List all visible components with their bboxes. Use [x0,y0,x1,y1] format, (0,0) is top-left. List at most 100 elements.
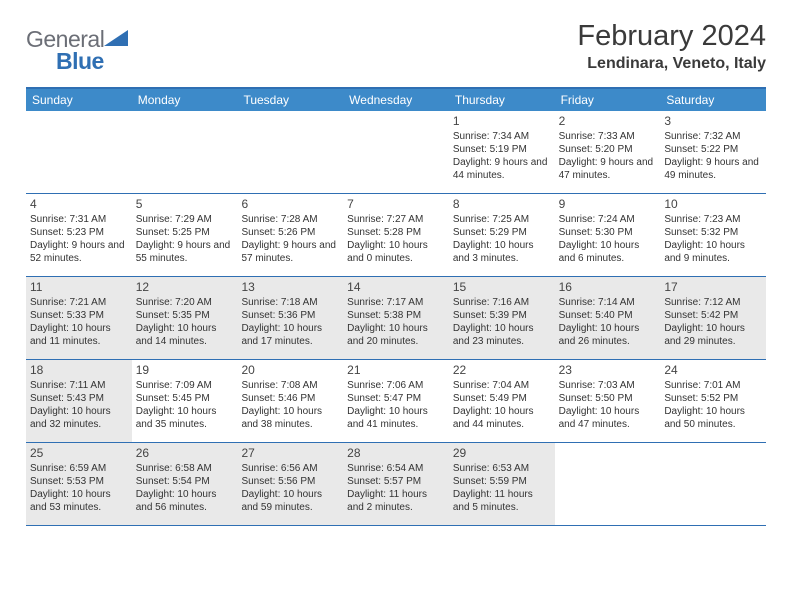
cell-text: Sunrise: 7:17 AMSunset: 5:38 PMDaylight:… [347,296,445,348]
cell-text: Sunrise: 7:24 AMSunset: 5:30 PMDaylight:… [559,213,657,265]
calendar-cell: 20Sunrise: 7:08 AMSunset: 5:46 PMDayligh… [237,360,343,442]
day-number: 9 [559,197,657,211]
day-number: 28 [347,446,445,460]
calendar-cell: 9 Sunrise: 7:24 AMSunset: 5:30 PMDaylight… [555,194,661,276]
logo-line2: Blue [26,48,104,75]
calendar-cell [132,111,238,193]
day-number: 6 [241,197,339,211]
cell-text: Sunrise: 7:33 AMSunset: 5:20 PMDaylight:… [559,130,657,182]
calendar-cell: 5 Sunrise: 7:29 AMSunset: 5:25 PMDaylight… [132,194,238,276]
cell-text: Sunrise: 6:56 AMSunset: 5:56 PMDaylight:… [241,462,339,514]
day-header-row: SundayMondayTuesdayWednesdayThursdayFrid… [26,89,766,111]
cell-text: Sunrise: 7:25 AMSunset: 5:29 PMDaylight:… [453,213,551,265]
calendar-cell: 27Sunrise: 6:56 AMSunset: 5:56 PMDayligh… [237,443,343,525]
day-number: 29 [453,446,551,460]
calendar-cell: 23Sunrise: 7:03 AMSunset: 5:50 PMDayligh… [555,360,661,442]
day-number: 2 [559,114,657,128]
day-number: 8 [453,197,551,211]
day-number: 13 [241,280,339,294]
cell-text: Sunrise: 7:09 AMSunset: 5:45 PMDaylight:… [136,379,234,431]
calendar-cell: 2 Sunrise: 7:33 AMSunset: 5:20 PMDaylight… [555,111,661,193]
day-number: 15 [453,280,551,294]
day-number: 16 [559,280,657,294]
day-number: 14 [347,280,445,294]
day-header: Thursday [449,89,555,111]
day-number: 24 [664,363,762,377]
calendar-cell [343,111,449,193]
calendar-cell: 10Sunrise: 7:23 AMSunset: 5:32 PMDayligh… [660,194,766,276]
day-number: 25 [30,446,128,460]
cell-text: Sunrise: 7:23 AMSunset: 5:32 PMDaylight:… [664,213,762,265]
calendar-cell: 3 Sunrise: 7:32 AMSunset: 5:22 PMDaylight… [660,111,766,193]
calendar-cell: 25 Sunrise: 6:59 AMSunset: 5:53 PMDayligh… [26,443,132,525]
day-header: Wednesday [343,89,449,111]
week-row: 11Sunrise: 7:21 AMSunset: 5:33 PMDayligh… [26,277,766,360]
calendar-cell [660,443,766,525]
calendar: SundayMondayTuesdayWednesdayThursdayFrid… [26,87,766,526]
calendar-cell: 13 Sunrise: 7:18 AMSunset: 5:36 PMDayligh… [237,277,343,359]
day-number: 3 [664,114,762,128]
calendar-cell: 11Sunrise: 7:21 AMSunset: 5:33 PMDayligh… [26,277,132,359]
calendar-cell: 26 Sunrise: 6:58 AMSunset: 5:54 PMDayligh… [132,443,238,525]
weeks-container: 1 Sunrise: 7:34 AMSunset: 5:19 PMDaylight… [26,111,766,526]
day-number: 23 [559,363,657,377]
calendar-cell: 1 Sunrise: 7:34 AMSunset: 5:19 PMDaylight… [449,111,555,193]
logo-triangle-icon [104,28,128,51]
calendar-cell: 8 Sunrise: 7:25 AMSunset: 5:29 PMDaylight… [449,194,555,276]
calendar-cell: 17 Sunrise: 7:12 AMSunset: 5:42 PMDayligh… [660,277,766,359]
calendar-cell: 16 Sunrise: 7:14 AMSunset: 5:40 PMDayligh… [555,277,661,359]
cell-text: Sunrise: 6:54 AMSunset: 5:57 PMDaylight:… [347,462,445,514]
day-number: 19 [136,363,234,377]
calendar-cell: 28 Sunrise: 6:54 AMSunset: 5:57 PMDayligh… [343,443,449,525]
day-number: 12 [136,280,234,294]
calendar-cell [237,111,343,193]
day-number: 17 [664,280,762,294]
logo-text-blue: Blue [56,48,104,74]
day-header: Sunday [26,89,132,111]
week-row: 18Sunrise: 7:11 AMSunset: 5:43 PMDayligh… [26,360,766,443]
day-number: 1 [453,114,551,128]
calendar-cell: 21 Sunrise: 7:06 AMSunset: 5:47 PMDayligh… [343,360,449,442]
day-number: 7 [347,197,445,211]
cell-text: Sunrise: 7:34 AMSunset: 5:19 PMDaylight:… [453,130,551,182]
calendar-cell [26,111,132,193]
cell-text: Sunrise: 7:29 AMSunset: 5:25 PMDaylight:… [136,213,234,265]
calendar-cell: 29Sunrise: 6:53 AMSunset: 5:59 PMDayligh… [449,443,555,525]
cell-text: Sunrise: 7:01 AMSunset: 5:52 PMDaylight:… [664,379,762,431]
cell-text: Sunrise: 7:06 AMSunset: 5:47 PMDaylight:… [347,379,445,431]
cell-text: Sunrise: 7:18 AMSunset: 5:36 PMDaylight:… [241,296,339,348]
cell-text: Sunrise: 7:20 AMSunset: 5:35 PMDaylight:… [136,296,234,348]
day-header: Monday [132,89,238,111]
calendar-cell: 19 Sunrise: 7:09 AMSunset: 5:45 PMDayligh… [132,360,238,442]
cell-text: Sunrise: 7:32 AMSunset: 5:22 PMDaylight:… [664,130,762,182]
day-number: 11 [30,280,128,294]
cell-text: Sunrise: 7:12 AMSunset: 5:42 PMDaylight:… [664,296,762,348]
calendar-cell: 15 Sunrise: 7:16 AMSunset: 5:39 PMDayligh… [449,277,555,359]
day-number: 18 [30,363,128,377]
calendar-cell: 18Sunrise: 7:11 AMSunset: 5:43 PMDayligh… [26,360,132,442]
day-header: Saturday [660,89,766,111]
cell-text: Sunrise: 6:58 AMSunset: 5:54 PMDaylight:… [136,462,234,514]
calendar-cell: 14 Sunrise: 7:17 AMSunset: 5:38 PMDayligh… [343,277,449,359]
day-number: 21 [347,363,445,377]
week-row: 1 Sunrise: 7:34 AMSunset: 5:19 PMDaylight… [26,111,766,194]
cell-text: Sunrise: 7:31 AMSunset: 5:23 PMDaylight:… [30,213,128,265]
day-number: 22 [453,363,551,377]
title-block: February 2024 Lendinara, Veneto, Italy [577,20,766,73]
week-row: 4 Sunrise: 7:31 AMSunset: 5:23 PMDaylight… [26,194,766,277]
cell-text: Sunrise: 6:59 AMSunset: 5:53 PMDaylight:… [30,462,128,514]
cell-text: Sunrise: 7:14 AMSunset: 5:40 PMDaylight:… [559,296,657,348]
header: General February 2024 Lendinara, Veneto,… [26,20,766,73]
location: Lendinara, Veneto, Italy [577,55,766,73]
day-header: Friday [555,89,661,111]
month-title: February 2024 [577,20,766,53]
day-number: 5 [136,197,234,211]
calendar-cell: 6Sunrise: 7:28 AMSunset: 5:26 PMDaylight… [237,194,343,276]
calendar-cell: 4 Sunrise: 7:31 AMSunset: 5:23 PMDaylight… [26,194,132,276]
calendar-cell: 24 Sunrise: 7:01 AMSunset: 5:52 PMDayligh… [660,360,766,442]
calendar-cell [555,443,661,525]
cell-text: Sunrise: 7:16 AMSunset: 5:39 PMDaylight:… [453,296,551,348]
calendar-cell: 12 Sunrise: 7:20 AMSunset: 5:35 PMDayligh… [132,277,238,359]
day-number: 4 [30,197,128,211]
day-number: 26 [136,446,234,460]
